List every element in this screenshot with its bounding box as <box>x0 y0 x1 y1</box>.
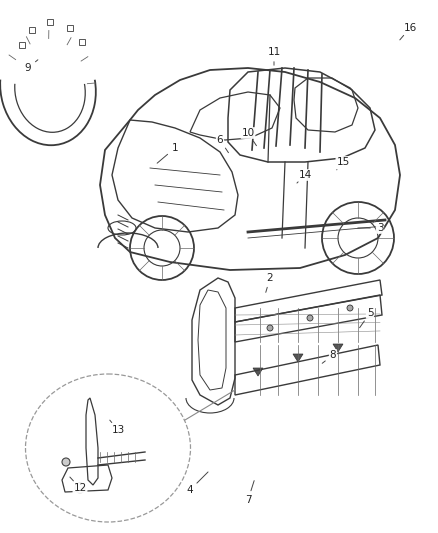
Bar <box>79 39 85 45</box>
Text: 1: 1 <box>172 143 178 153</box>
Circle shape <box>62 458 70 466</box>
Text: 9: 9 <box>25 63 31 73</box>
Bar <box>29 27 35 33</box>
Text: 11: 11 <box>267 47 281 57</box>
Bar <box>67 25 73 31</box>
Bar <box>47 19 53 25</box>
Bar <box>19 42 25 48</box>
Text: 7: 7 <box>245 495 251 505</box>
Text: 15: 15 <box>336 157 350 167</box>
Text: 6: 6 <box>217 135 223 145</box>
Text: 4: 4 <box>187 485 193 495</box>
Text: 10: 10 <box>241 128 254 138</box>
Text: 12: 12 <box>74 483 87 493</box>
Polygon shape <box>253 368 263 376</box>
Polygon shape <box>333 344 343 352</box>
Text: 14: 14 <box>298 170 311 180</box>
Text: 13: 13 <box>111 425 125 435</box>
Polygon shape <box>293 354 303 362</box>
Circle shape <box>75 483 85 493</box>
Text: 3: 3 <box>377 223 383 233</box>
Circle shape <box>347 305 353 311</box>
Text: 5: 5 <box>367 308 373 318</box>
Circle shape <box>307 315 313 321</box>
Text: 16: 16 <box>403 23 417 33</box>
Circle shape <box>267 325 273 331</box>
Text: 8: 8 <box>330 350 336 360</box>
Text: 2: 2 <box>267 273 273 283</box>
